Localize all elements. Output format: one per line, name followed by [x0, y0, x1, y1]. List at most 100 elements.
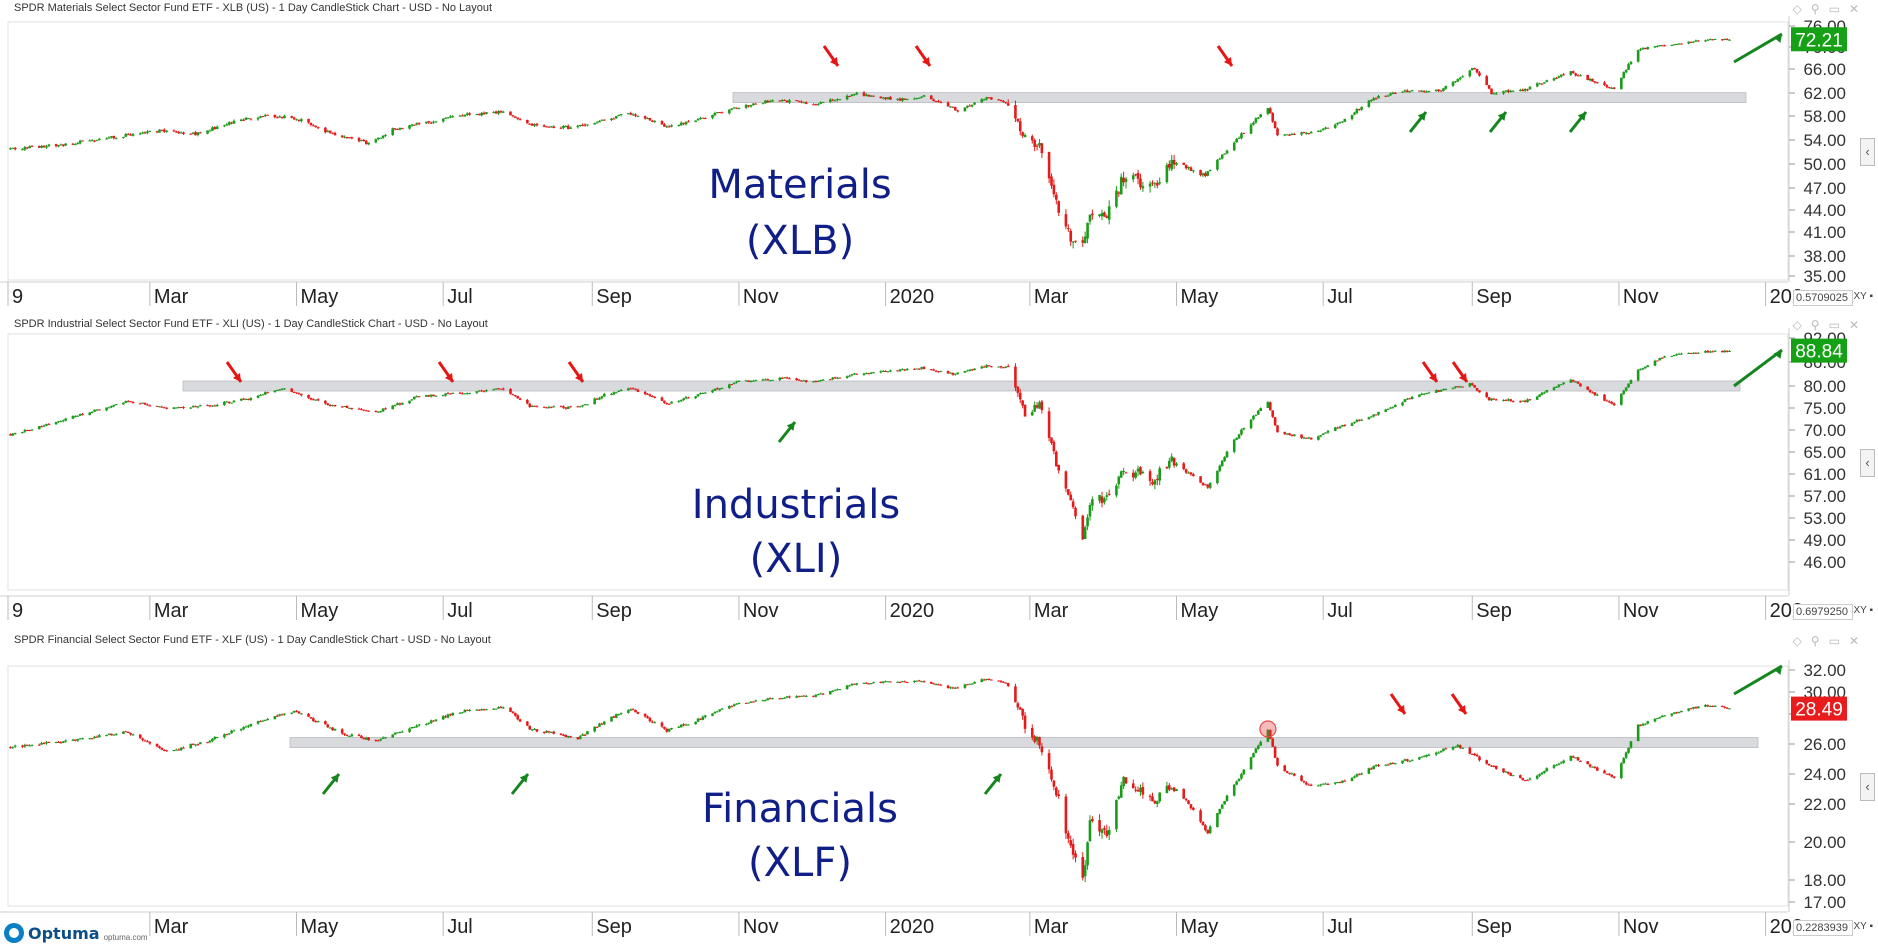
candle: [1473, 67, 1476, 70]
resistance-arrow: [225, 361, 243, 383]
candle: [985, 364, 988, 369]
candle: [1336, 122, 1339, 126]
candle: [1220, 154, 1224, 160]
candle: [1199, 808, 1202, 824]
y-tick-label: 75.00: [1803, 399, 1846, 418]
candle: [1389, 762, 1392, 765]
candle: [1427, 391, 1431, 394]
candle: [1620, 393, 1623, 406]
maximize-icon[interactable]: ▭: [1828, 634, 1849, 648]
candlestick-chart[interactable]: 32.0030.0028.0026.0024.0022.0020.0018.00…: [0, 632, 1878, 947]
candle: [227, 121, 231, 126]
candle: [1155, 474, 1159, 486]
candle: [1434, 89, 1438, 92]
candle: [1175, 162, 1178, 166]
xy-lock-toggle[interactable]: XY ▪: [1853, 605, 1873, 616]
pin-icon[interactable]: ⚲: [1810, 634, 1829, 648]
candle: [1485, 74, 1488, 86]
candle: [1309, 130, 1313, 134]
candle: [11, 147, 15, 149]
candle: [1134, 470, 1137, 480]
last-price-badge: 72.21: [1791, 27, 1847, 52]
candle: [598, 396, 601, 401]
close-icon[interactable]: ✕: [1848, 2, 1868, 16]
candle: [833, 376, 837, 379]
close-icon[interactable]: ✕: [1848, 318, 1868, 332]
candle: [1030, 724, 1034, 741]
candle: [1519, 400, 1522, 403]
candle: [987, 364, 991, 367]
candle: [937, 370, 940, 373]
candle: [1321, 128, 1325, 131]
scale-factor-box[interactable]: 0.2283939: [1793, 920, 1853, 936]
candle: [1168, 457, 1171, 470]
support-arrow: [321, 773, 341, 795]
candle: [783, 696, 786, 699]
candle: [1639, 724, 1642, 727]
maximize-icon[interactable]: ▭: [1828, 318, 1849, 332]
candle: [1490, 88, 1493, 95]
pin-icon[interactable]: ⚲: [1810, 2, 1829, 16]
diamond-icon[interactable]: ◇: [1792, 634, 1811, 648]
candle: [780, 376, 784, 379]
candle: [1641, 722, 1645, 726]
candle: [703, 714, 707, 719]
chevron-left-icon[interactable]: ‹: [1860, 773, 1875, 801]
candle: [413, 396, 416, 400]
candle: [937, 99, 940, 103]
candle: [1504, 770, 1508, 773]
chevron-left-icon[interactable]: ‹: [1860, 138, 1875, 166]
candle: [1672, 44, 1676, 46]
candle: [376, 137, 380, 141]
candle: [1151, 478, 1154, 486]
candle: [802, 379, 806, 382]
candle: [179, 746, 183, 751]
candle: [1014, 363, 1017, 392]
candle: [90, 139, 94, 142]
candle: [1040, 742, 1044, 756]
candle: [766, 99, 770, 103]
y-tick-label: 35.00: [1803, 267, 1846, 286]
candle: [1119, 781, 1123, 798]
candle: [1677, 43, 1681, 45]
chevron-left-icon[interactable]: ‹: [1860, 449, 1875, 477]
candle: [583, 403, 587, 406]
candle: [215, 736, 219, 739]
candle: [634, 113, 637, 118]
xy-lock-toggle[interactable]: XY ▪: [1853, 921, 1873, 932]
candle: [1047, 151, 1051, 184]
diamond-icon[interactable]: ◇: [1792, 318, 1811, 332]
pin-icon[interactable]: ⚲: [1810, 318, 1829, 332]
candle: [64, 739, 68, 743]
maximize-icon[interactable]: ▭: [1828, 2, 1849, 16]
diamond-icon[interactable]: ◇: [1792, 2, 1811, 16]
candle: [576, 737, 580, 740]
candle: [1168, 783, 1171, 792]
scale-factor-box[interactable]: 0.6979250: [1793, 604, 1853, 620]
candle: [415, 395, 419, 398]
candle: [1725, 707, 1729, 709]
candlestick-chart[interactable]: 92.0086.0080.0075.0070.0065.0061.0057.00…: [0, 316, 1878, 632]
candlestick-chart[interactable]: 76.0070.0066.0062.0058.0054.0050.0047.00…: [0, 0, 1878, 316]
candle: [1273, 417, 1277, 427]
y-tick-label: 49.00: [1803, 531, 1846, 550]
candle: [1528, 86, 1532, 90]
scale-factor-box[interactable]: 0.5709025: [1793, 290, 1853, 306]
close-icon[interactable]: ✕: [1848, 634, 1868, 648]
candle: [631, 387, 635, 390]
candle: [1052, 439, 1056, 455]
candle: [141, 737, 144, 742]
xy-lock-toggle[interactable]: XY ▪: [1853, 291, 1873, 302]
candle: [915, 97, 919, 100]
candle: [1237, 778, 1241, 782]
candle: [694, 395, 697, 400]
candle: [629, 708, 633, 711]
candle: [76, 738, 80, 742]
candle: [427, 120, 431, 124]
candle: [711, 389, 714, 394]
candle: [434, 718, 438, 722]
candle: [701, 117, 705, 119]
candle: [494, 110, 498, 114]
candle: [381, 736, 385, 740]
candle: [1728, 350, 1731, 353]
